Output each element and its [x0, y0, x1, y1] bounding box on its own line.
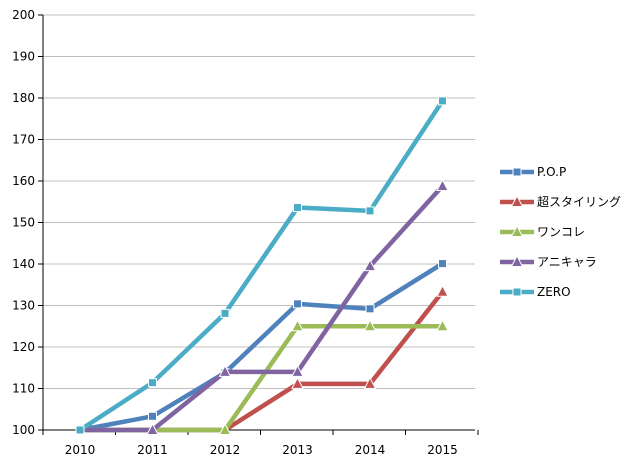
data-point-marker: [363, 319, 377, 332]
data-point-marker: [365, 206, 375, 216]
y-tick-label: 110: [12, 382, 35, 396]
data-point-marker: [512, 287, 522, 297]
legend-item: 超スタイリング: [500, 194, 621, 209]
data-point-marker: [293, 203, 302, 213]
y-tick-label: 160: [12, 174, 35, 188]
y-tick-label: 150: [12, 216, 35, 230]
legend-label: アニキャラ: [537, 255, 597, 269]
series-3: [73, 178, 449, 435]
data-point-marker: [363, 376, 377, 389]
data-point-marker: [220, 308, 230, 318]
series-lines: [73, 96, 449, 435]
data-point-marker: [363, 258, 377, 272]
data-point-marker: [291, 319, 304, 332]
series-4: [75, 96, 447, 435]
series-line: [77, 324, 445, 433]
series-line: [77, 261, 445, 433]
legend-label: P.O.P: [537, 165, 566, 179]
data-point-marker: [291, 376, 304, 389]
y-tick-label: 120: [12, 340, 35, 354]
data-point-marker: [365, 304, 375, 314]
data-point-marker: [436, 178, 449, 191]
data-point-marker: [146, 422, 159, 435]
data-point-marker: [512, 167, 522, 177]
data-point-marker: [436, 284, 449, 297]
gridlines: [43, 14, 475, 389]
y-tick-label: 200: [12, 8, 35, 22]
data-point-marker: [218, 364, 232, 377]
data-point-marker: [510, 224, 524, 237]
legend-item: アニキャラ: [500, 254, 597, 269]
data-point-marker: [510, 194, 524, 207]
data-point-marker: [293, 299, 302, 309]
series-line: [77, 98, 445, 433]
data-point-marker: [218, 422, 232, 435]
y-tick-label: 130: [12, 299, 35, 313]
y-tick-label: 180: [12, 91, 35, 105]
legend-item: ワンコレ: [500, 224, 585, 239]
x-tick-label: 2012: [210, 443, 241, 457]
data-point-marker: [436, 319, 449, 332]
y-tick-label: 100: [12, 423, 35, 437]
y-tick-label: 190: [12, 50, 35, 64]
legend-label: ワンコレ: [537, 225, 585, 239]
legend-item: P.O.P: [500, 165, 566, 179]
series-1: [73, 284, 449, 435]
legend-item: ZERO: [500, 285, 571, 299]
y-tick-label: 140: [12, 257, 35, 271]
legend-label: 超スタイリング: [537, 194, 621, 209]
x-tick-label: 2013: [282, 443, 313, 457]
series-line: [77, 289, 445, 433]
x-tick-label: 2015: [427, 443, 458, 457]
y-tick-label: 170: [12, 133, 35, 147]
axes: 100 110 120 130 140 150 160 170 180 190 200 2010 201…: [12, 8, 479, 457]
data-point-marker: [438, 96, 447, 106]
data-point-marker: [438, 259, 447, 269]
data-point-marker: [291, 364, 304, 377]
x-tick-label: 2011: [137, 443, 168, 457]
data-point-marker: [75, 425, 85, 435]
data-point-marker: [148, 411, 157, 421]
legend-label: ZERO: [537, 285, 571, 299]
series-line: [77, 183, 445, 433]
data-point-marker: [510, 254, 524, 267]
x-tick-label: 2014: [355, 443, 386, 457]
data-point-marker: [148, 378, 157, 388]
x-tick-label: 2010: [65, 443, 96, 457]
